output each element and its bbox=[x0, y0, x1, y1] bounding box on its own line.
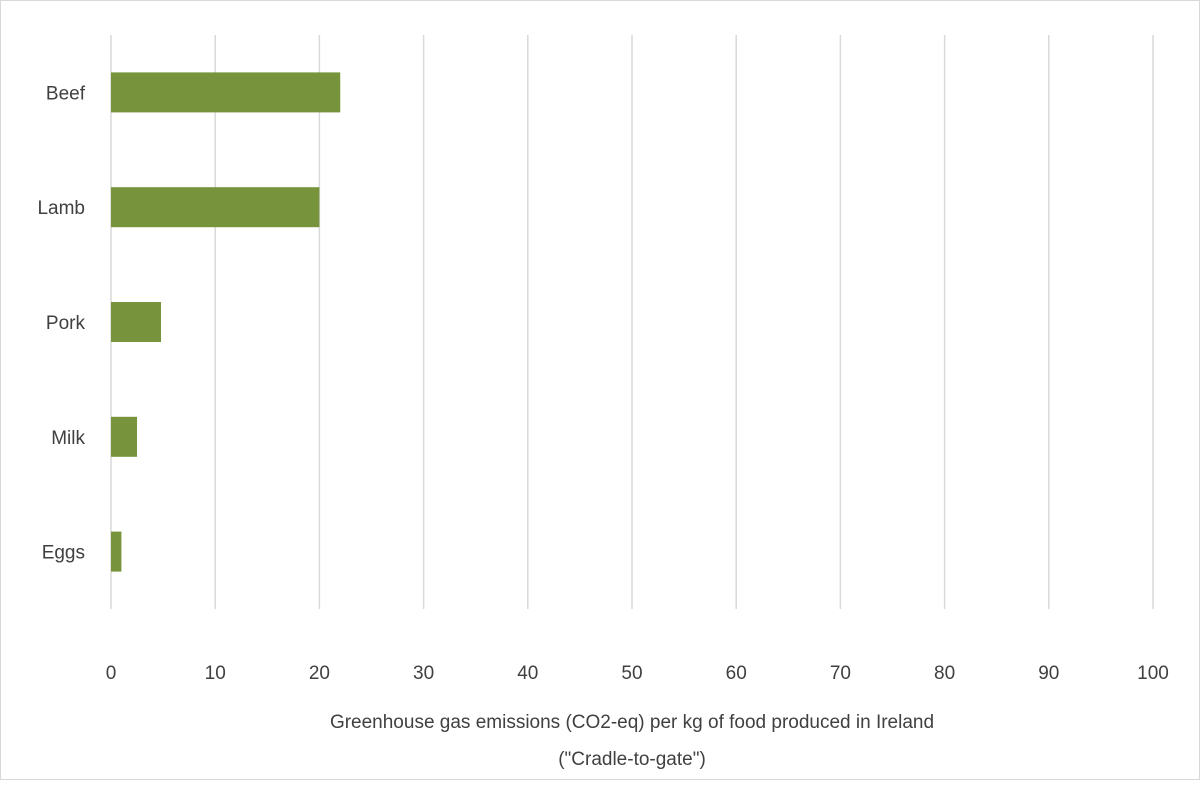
x-tick-label: 30 bbox=[413, 663, 434, 684]
bar-milk bbox=[111, 416, 138, 457]
x-tick-label: 50 bbox=[621, 663, 642, 684]
bar-eggs bbox=[111, 531, 122, 572]
bars bbox=[111, 72, 341, 572]
category-label-beef: Beef bbox=[46, 83, 86, 104]
x-tick-label: 70 bbox=[830, 663, 851, 684]
gridlines bbox=[110, 35, 1154, 609]
bar-lamb bbox=[111, 187, 320, 228]
category-labels: Beef Lamb Pork Milk Eggs bbox=[37, 83, 85, 563]
x-axis-title-line-2: ("Cradle-to-gate") bbox=[558, 749, 706, 770]
x-axis-title: Greenhouse gas emissions (CO2-eq) per kg… bbox=[330, 712, 934, 733]
x-tick-label: 100 bbox=[1137, 663, 1169, 684]
bar-beef bbox=[111, 72, 341, 113]
x-tick-labels: 0 10 20 30 40 50 60 70 80 90 100 bbox=[106, 663, 1169, 684]
bar-pork bbox=[111, 302, 162, 342]
x-tick-label: 60 bbox=[726, 663, 747, 684]
category-label-pork: Pork bbox=[46, 313, 86, 334]
category-label-milk: Milk bbox=[51, 428, 85, 449]
category-label-eggs: Eggs bbox=[42, 543, 85, 564]
x-tick-label: 90 bbox=[1038, 663, 1059, 684]
x-tick-label: 40 bbox=[517, 663, 538, 684]
x-tick-label: 20 bbox=[309, 663, 330, 684]
category-label-lamb: Lamb bbox=[37, 198, 85, 219]
x-tick-label: 0 bbox=[106, 663, 117, 684]
x-tick-label: 10 bbox=[205, 663, 226, 684]
x-tick-label: 80 bbox=[934, 663, 955, 684]
